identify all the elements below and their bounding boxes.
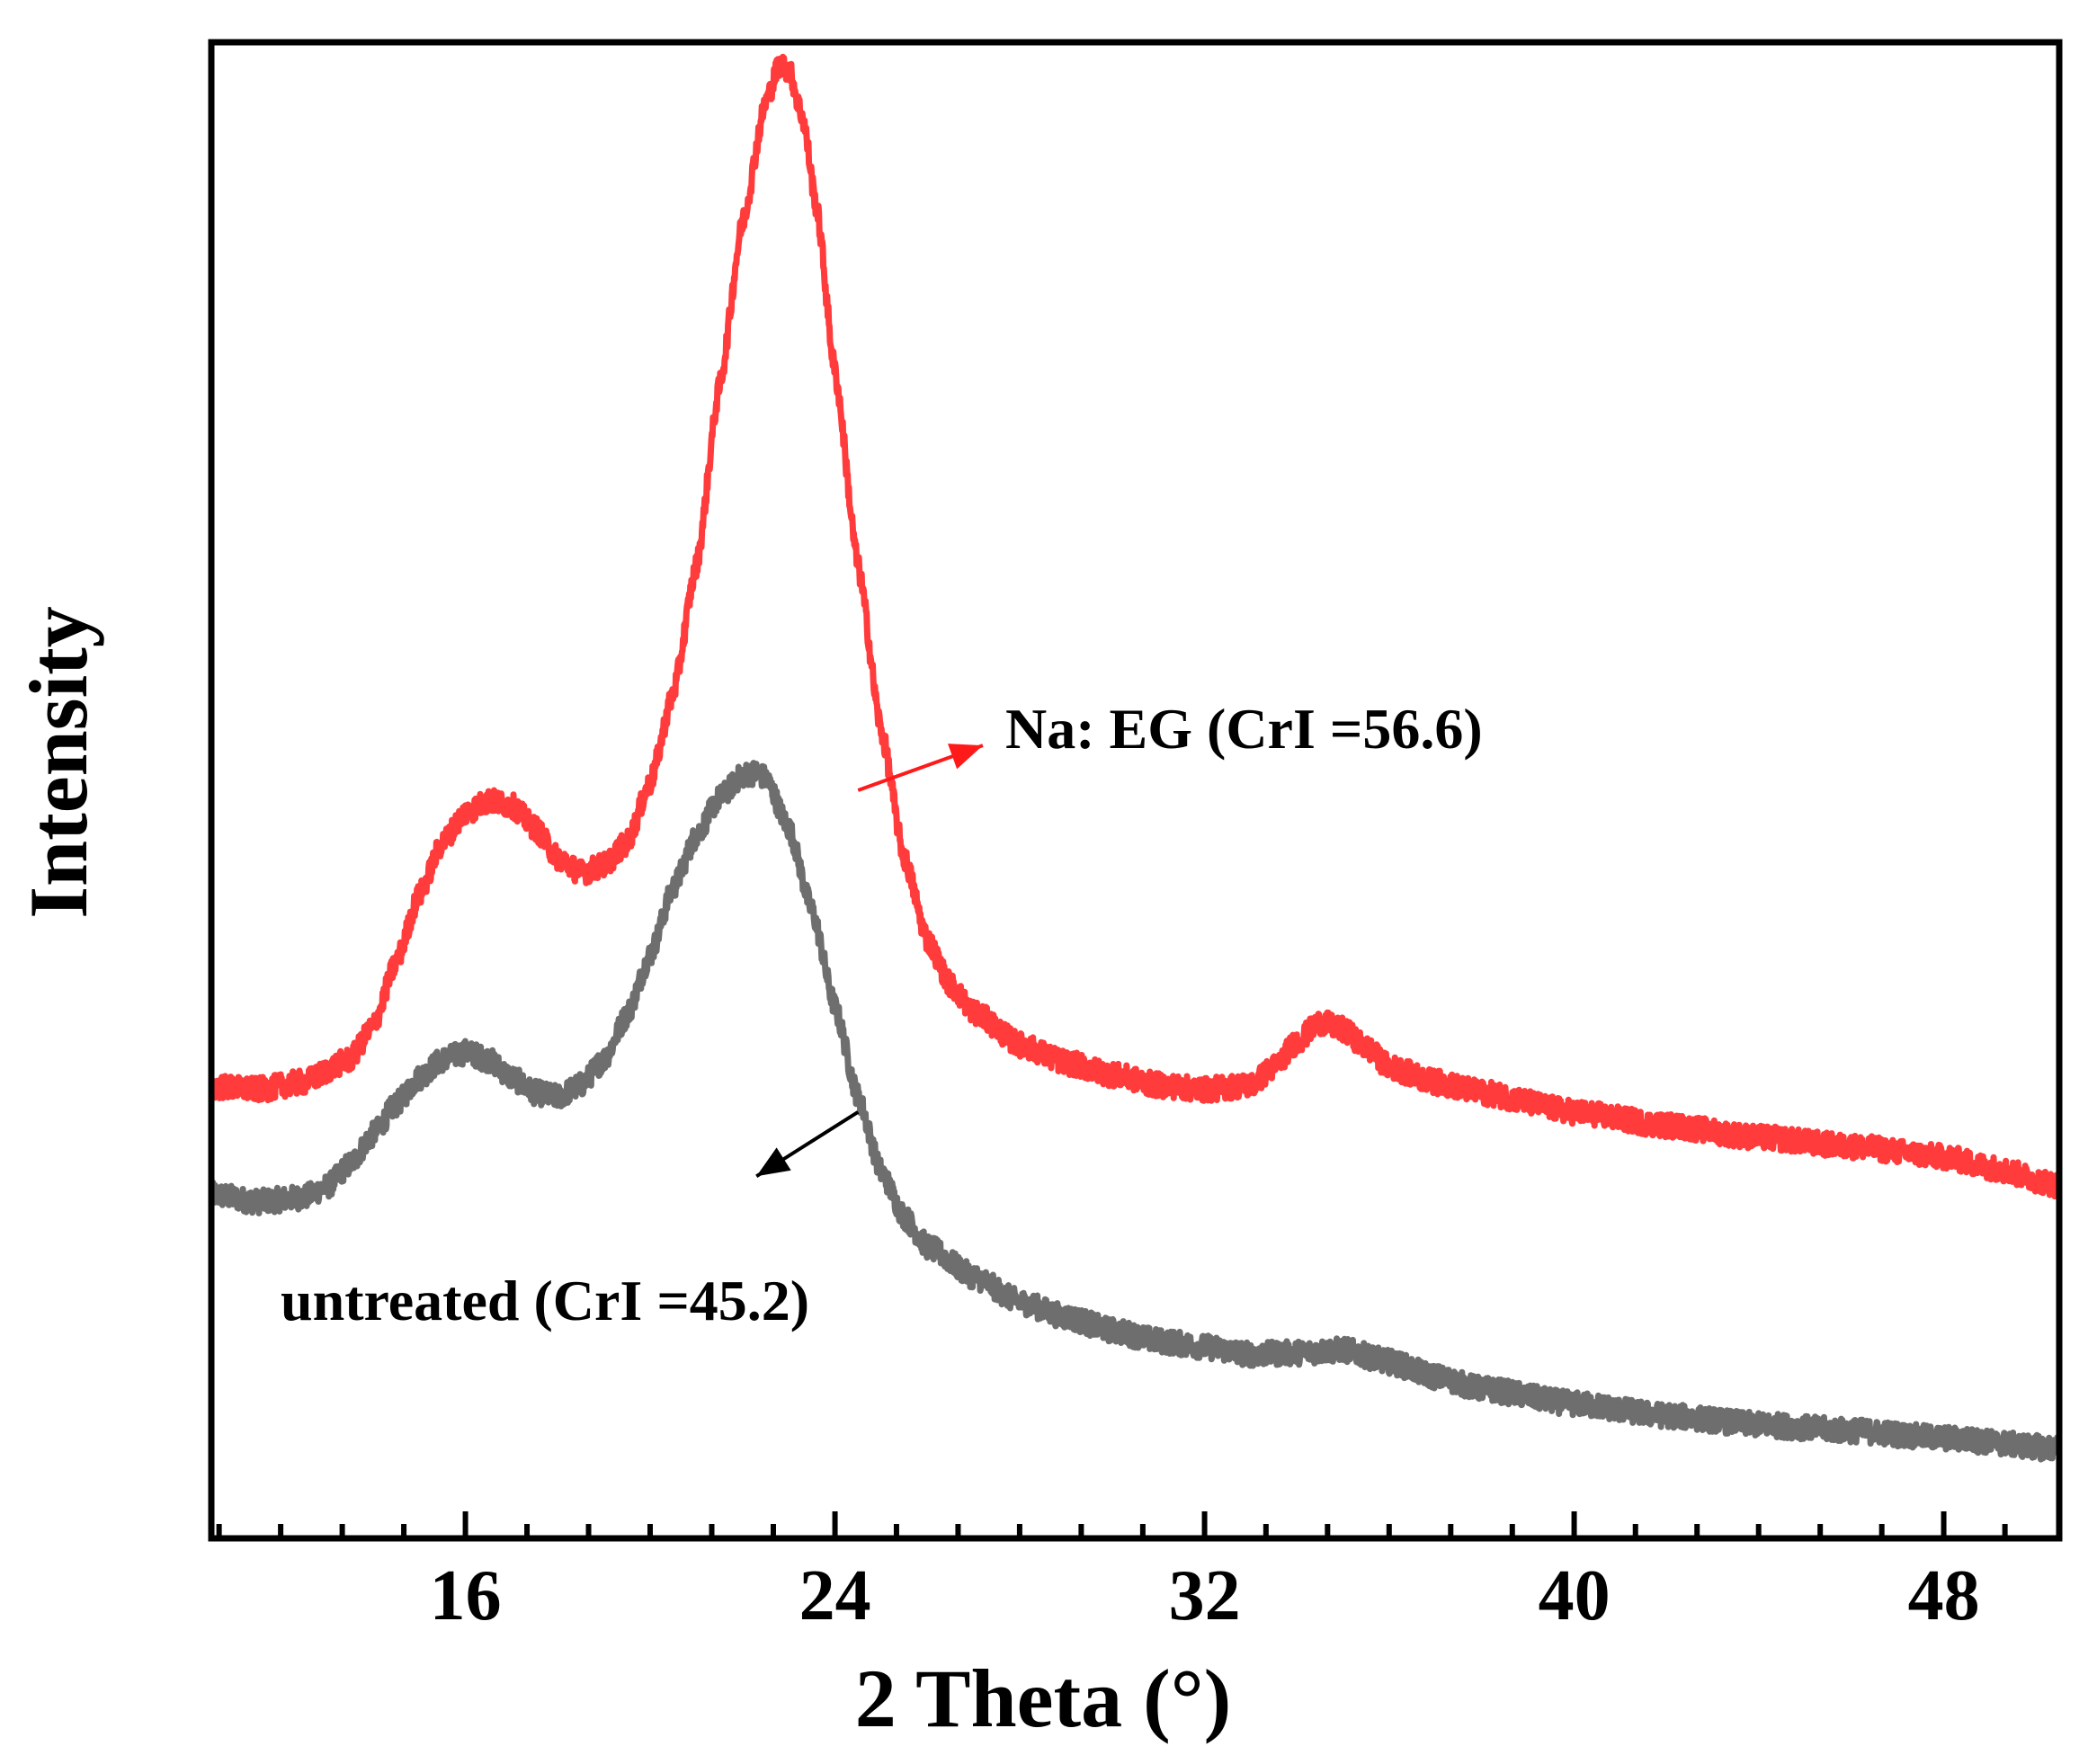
plot-frame (208, 39, 2063, 1542)
x-tick-label: 16 (430, 1556, 502, 1635)
series-layer (208, 53, 2063, 1463)
plot-background (211, 42, 2059, 1538)
annotation-label-na-eg: Na: EG (CrI =56.6) (1005, 697, 1483, 761)
annotation-layer: Na: EG (CrI =56.6) untreated (CrI =45.2) (281, 697, 1483, 1332)
series-line-na-eg (208, 53, 2063, 1200)
x-axis-ticks: 16 24 32 40 48 (216, 1511, 2008, 1635)
x-tick-label: 40 (1539, 1556, 1611, 1635)
plot-area (211, 42, 2059, 1538)
y-axis-label: Intensity (13, 606, 104, 919)
x-tick-label: 24 (799, 1556, 871, 1635)
annotation-label-untreated: untreated (CrI =45.2) (281, 1269, 809, 1332)
series-line-untreated (208, 760, 2063, 1463)
x-tick-label: 32 (1169, 1556, 1241, 1635)
x-axis-label: 2 Theta (°) (855, 1653, 1231, 1744)
x-tick-label: 48 (1908, 1556, 1980, 1635)
annotation-arrowhead-1 (756, 1147, 791, 1177)
annotation-arrowhead-0 (948, 744, 983, 770)
